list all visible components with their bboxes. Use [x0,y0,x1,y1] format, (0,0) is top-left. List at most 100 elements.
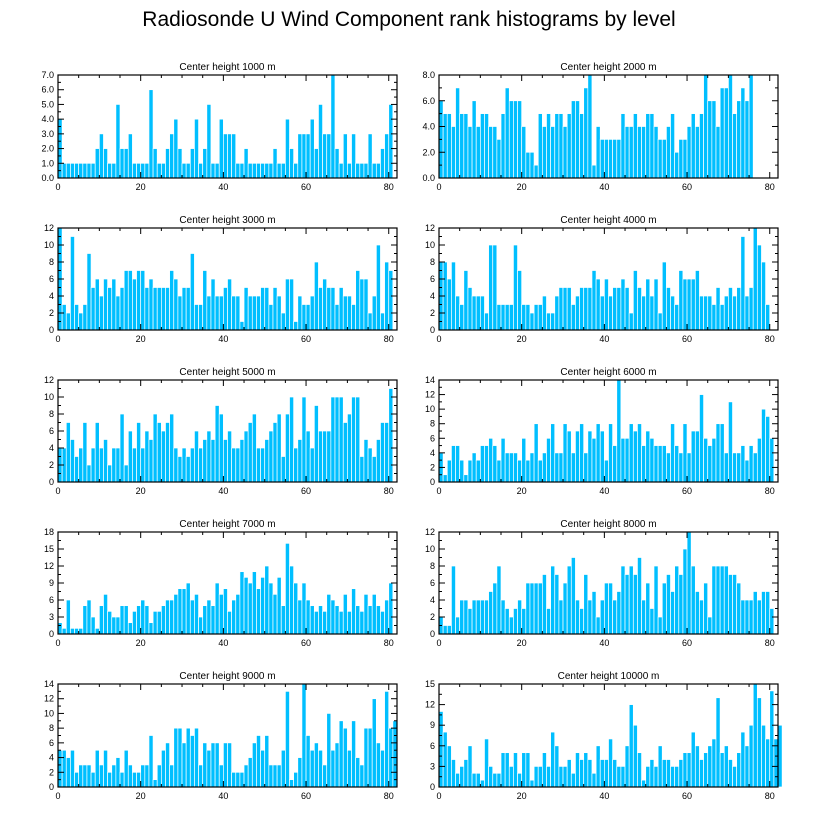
histogram-bar [98,764,104,788]
histogram-bar [371,593,377,635]
histogram-bar [227,133,232,179]
histogram-bar [604,278,609,331]
histogram-bar [115,104,121,179]
y-tick-label: 0 [49,782,54,792]
histogram-bar [132,771,137,788]
histogram-bar [123,605,129,635]
histogram-bar [591,437,597,483]
histogram-bar [496,139,502,179]
y-tick-label: 2 [430,612,435,622]
histogram-bar [484,312,489,331]
histogram-bar [661,139,667,179]
histogram-bar [463,759,469,788]
x-tick-label: 80 [765,638,775,648]
histogram-bar [455,616,461,635]
histogram-bar [579,759,585,788]
histogram-bar [309,749,315,788]
histogram-bar [107,162,113,179]
histogram-bar [678,270,684,331]
histogram-bar [694,126,700,179]
histogram-bar [699,759,704,788]
x-tick-label: 0 [55,638,60,648]
histogram-bar [653,278,659,331]
histogram-bar [748,724,754,788]
histogram-bar [595,126,601,179]
histogram-bar [305,430,311,483]
histogram-bar [575,430,580,483]
histogram-bar [206,430,212,483]
histogram-bar [769,690,775,788]
histogram-bar [231,295,237,331]
histogram-bar [74,456,80,483]
histogram-bar [451,126,456,179]
x-tick-label: 60 [682,334,692,344]
histogram-bar [218,413,224,483]
histogram-bar [628,126,634,179]
x-tick-label: 40 [218,486,228,496]
histogram-bar [661,445,667,483]
histogram-bar [289,565,294,635]
histogram-bar [604,582,609,635]
histogram-bar [334,742,340,788]
histogram-bar [678,452,684,483]
histogram-bar [297,599,303,635]
histogram-bar [707,100,713,179]
histogram-bar [756,437,762,483]
histogram-bar [330,749,336,788]
y-tick-label: 14 [44,679,54,689]
histogram-bar [177,727,183,788]
histogram-bar [777,724,783,788]
histogram-bar [517,599,523,635]
histogram-bar [459,599,465,635]
histogram-bar [185,162,191,179]
histogram-bar [484,738,489,788]
histogram-bar [297,133,303,179]
histogram-bar [562,423,568,483]
histogram-bar [247,422,253,483]
histogram-bar [342,422,348,483]
histogram-bar [479,779,485,788]
histogram-bar [471,295,477,331]
histogram-bar [666,452,671,483]
histogram-bar [305,133,311,179]
histogram-bar [280,605,286,635]
histogram-bar [280,312,286,331]
histogram-bar [521,752,527,788]
histogram-bar [682,548,688,635]
histogram-panel: Center height 4000 m 0 20 40 60 80 0 2 4 6 8 10 12 [425,215,779,344]
histogram-bar [338,287,344,331]
histogram-bar [309,118,315,179]
histogram-bar [268,304,274,331]
histogram-bar [674,565,680,635]
histogram-bar [247,295,253,331]
histogram-bar [363,162,369,179]
histogram-bar [496,565,502,635]
histogram-bar [301,304,307,331]
histogram-bar [326,133,332,179]
histogram-bar [156,162,162,179]
histogram-bar [206,749,212,788]
histogram-bar [140,270,146,331]
histogram-bar [645,278,651,331]
x-tick-label: 80 [765,791,775,801]
histogram-bar [637,287,642,331]
x-tick-label: 80 [384,486,394,496]
histogram-bar [375,162,381,179]
histogram-bar [359,162,365,179]
histogram-bar [732,113,738,179]
y-tick-label: 9 [49,578,54,588]
histogram-bar [86,764,92,788]
histogram-bar [239,439,245,483]
histogram-bar [313,405,319,483]
histogram-bar [715,423,721,483]
histogram-bar [309,295,315,331]
histogram-bar [508,452,514,483]
histogram-bar [103,278,108,331]
histogram-bar [136,605,142,635]
y-tick-label: 0 [430,782,435,792]
x-tick-label: 40 [599,638,609,648]
histogram-bar [632,724,638,788]
histogram-bar [223,742,228,788]
histogram-bar [251,413,257,483]
histogram-bar [690,278,696,331]
